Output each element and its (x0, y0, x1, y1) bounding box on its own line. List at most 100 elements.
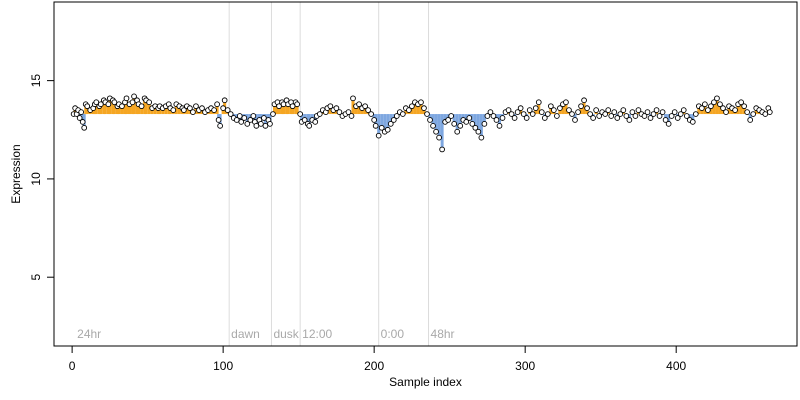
annotation-label: 24hr (77, 327, 101, 341)
data-point (345, 109, 352, 115)
data-point (224, 107, 231, 113)
data-point (247, 117, 254, 123)
data-point (433, 128, 439, 135)
annotation-labels: 24hr dawn dusk 12:00 0:00 48hr (77, 327, 454, 341)
data-point (445, 117, 452, 123)
data-point (623, 113, 630, 119)
data-point (84, 103, 91, 110)
data-point (653, 107, 660, 113)
data-point (620, 107, 627, 113)
data-point (276, 103, 282, 110)
data-point (350, 95, 356, 102)
data-point (650, 111, 657, 117)
data-point (702, 101, 708, 108)
data-point (578, 103, 584, 110)
data-point (641, 113, 648, 119)
data-point (484, 113, 491, 119)
data-point (430, 122, 436, 129)
data-point (253, 122, 260, 129)
data-point (720, 105, 726, 111)
data-point (738, 99, 744, 106)
data-point (301, 117, 308, 123)
data-point (632, 113, 639, 119)
data-point (596, 113, 603, 119)
data-point (356, 101, 362, 108)
data-point (644, 109, 651, 115)
plot-frame (53, 1, 798, 347)
data-point (146, 99, 152, 106)
data-point (217, 122, 223, 129)
data-point (187, 105, 193, 111)
data-point (723, 109, 729, 115)
data-point (475, 128, 482, 135)
data-point (368, 111, 374, 117)
data-point (762, 111, 769, 117)
data-point (699, 105, 705, 111)
data-point (581, 97, 587, 104)
data-point (336, 109, 343, 115)
data-point (406, 107, 412, 113)
annotation-label: 48hr (431, 327, 455, 341)
annotation-label: dawn (231, 327, 260, 341)
data-point (312, 119, 319, 125)
data-point (181, 107, 187, 113)
data-point (532, 105, 539, 111)
data-point (665, 121, 672, 127)
data-point (656, 113, 663, 119)
data-point (487, 109, 494, 115)
x-axis: 0 100 200 300 400 (69, 345, 687, 373)
data-point (499, 115, 506, 121)
data-point (393, 113, 400, 119)
data-point (244, 121, 251, 127)
data-point (608, 113, 615, 119)
data-point (744, 109, 751, 115)
data-point (297, 111, 304, 117)
data-point (250, 113, 257, 119)
data-point (705, 107, 711, 113)
y-tick-label: 5 (29, 274, 43, 281)
data-point (469, 121, 476, 127)
data-point (170, 107, 177, 113)
data-point (466, 115, 473, 121)
data-point (294, 101, 300, 108)
data-point (93, 99, 100, 106)
data-point (732, 107, 738, 113)
data-point (529, 111, 536, 117)
data-point (584, 105, 590, 111)
data-point (390, 117, 397, 123)
data-point (316, 111, 323, 117)
data-point (138, 103, 145, 110)
data-points (70, 93, 773, 153)
x-axis-title: Sample index (389, 375, 462, 389)
data-point (436, 134, 442, 141)
data-point (541, 115, 548, 121)
data-point (215, 117, 222, 123)
data-point (750, 111, 757, 117)
data-point (714, 95, 720, 102)
data-point (362, 103, 368, 110)
data-point (463, 119, 470, 125)
data-point (520, 111, 527, 117)
data-point (611, 109, 618, 115)
data-point (605, 107, 612, 113)
data-point (671, 109, 678, 115)
data-point (76, 115, 83, 121)
data-point (258, 121, 264, 127)
data-point (387, 121, 394, 127)
y-axis-title: Expression (9, 144, 23, 203)
data-point (421, 105, 427, 111)
data-point (193, 103, 199, 110)
x-tick-label: 0 (69, 359, 76, 373)
data-point (635, 107, 642, 113)
data-point (418, 99, 424, 106)
y-tick-label: 15 (29, 74, 43, 88)
data-point (221, 97, 228, 104)
data-point (569, 111, 575, 117)
x-tick-label: 300 (515, 359, 535, 373)
data-point (717, 101, 723, 108)
data-point (708, 103, 714, 110)
data-point (668, 113, 675, 119)
data-point (659, 109, 666, 115)
data-point (190, 109, 196, 115)
